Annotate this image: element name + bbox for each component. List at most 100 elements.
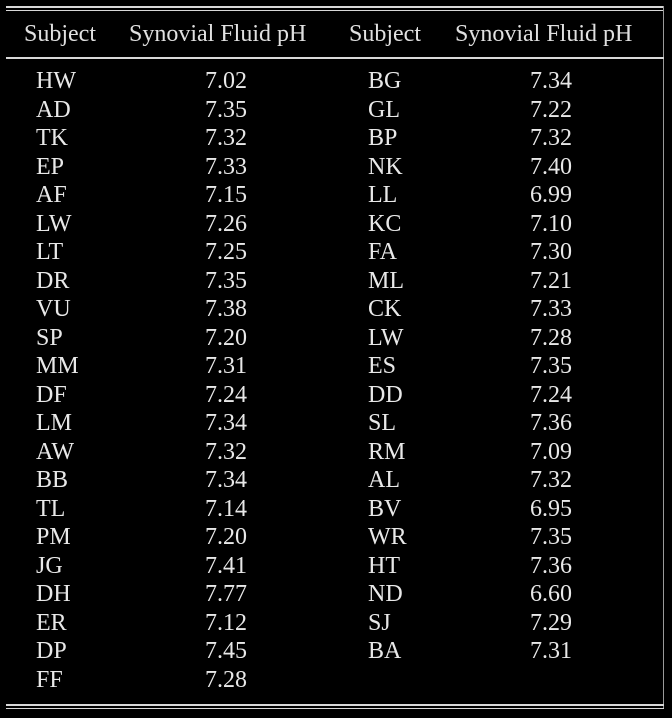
table-body: HW 7.02 BG 7.34 AD 7.35 GL 7.22 TK 7.32 BP 7.32 EP 7.… (0, 67, 672, 694)
cell-subject-left: DR (36, 267, 70, 294)
cell-subject-right: NK (368, 153, 403, 180)
cell-subject-left: DP (36, 638, 67, 664)
table-row: VU 7.38 CK 7.33 (0, 295, 672, 324)
header-rule (6, 57, 664, 59)
cell-ph-right: 7.30 (530, 239, 572, 265)
cell-ph-left: 7.20 (205, 524, 247, 550)
cell-ph-left: 7.31 (205, 353, 247, 379)
cell-ph-left: 7.34 (205, 467, 247, 493)
cell-subject-right: ES (368, 353, 397, 379)
header-ph-1: Synovial Fluid pH (129, 21, 307, 47)
cell-subject-left: HW (36, 68, 76, 94)
cell-ph-left: 7.41 (205, 552, 247, 579)
table-row: AD 7.35 GL 7.22 (0, 96, 672, 125)
cell-ph-right: 7.21 (530, 267, 572, 294)
cell-subject-left: BB (36, 467, 69, 493)
cell-ph-right: 7.29 (530, 609, 572, 636)
cell-subject-left: EP (36, 153, 65, 180)
table-row: PM 7.20 WR 7.35 (0, 523, 672, 552)
cell-subject-right: FA (368, 239, 397, 265)
cell-subject-right: BG (368, 68, 402, 94)
cell-ph-right: 7.36 (530, 552, 572, 579)
cell-subject-right: KC (368, 210, 402, 237)
bottom-rule (6, 704, 664, 706)
table-row: LM 7.34 SL 7.36 (0, 409, 672, 438)
cell-ph-right: 7.35 (530, 353, 572, 379)
table-row: AW 7.32 RM 7.09 (0, 438, 672, 467)
cell-subject-right: WR (368, 524, 407, 550)
cell-subject-right: SL (368, 410, 397, 436)
cell-ph-left: 7.26 (205, 210, 247, 237)
cell-ph-right: 6.95 (530, 495, 572, 522)
cell-ph-left: 7.20 (205, 324, 247, 351)
cell-subject-left: LW (36, 210, 72, 237)
cell-ph-right: 7.31 (530, 638, 572, 664)
cell-ph-left: 7.77 (205, 581, 247, 607)
cell-ph-left: 7.32 (205, 438, 247, 465)
cell-subject-left: MM (36, 353, 79, 379)
top-rule-thin (6, 10, 664, 11)
cell-ph-right: 7.35 (530, 524, 572, 550)
table-row: JG 7.41 HT 7.36 (0, 552, 672, 581)
table-row: DH 7.77 ND 6.60 (0, 580, 672, 609)
cell-subject-right: ND (368, 581, 403, 607)
cell-subject-right: BV (368, 495, 402, 522)
cell-subject-right: BA (368, 638, 402, 664)
table-row: LT 7.25 FA 7.30 (0, 238, 672, 267)
cell-ph-right: 7.24 (530, 381, 572, 408)
cell-ph-right: 6.99 (530, 182, 572, 208)
cell-subject-right: LL (368, 182, 398, 208)
cell-ph-left: 7.02 (205, 68, 247, 94)
cell-ph-right: 7.36 (530, 410, 572, 436)
cell-subject-right: BP (368, 125, 398, 151)
cell-subject-right: AL (368, 467, 400, 493)
cell-ph-right: 7.22 (530, 96, 572, 123)
cell-subject-left: AW (36, 438, 75, 465)
cell-subject-left: DH (36, 581, 71, 607)
cell-subject-left: AD (36, 96, 71, 123)
cell-ph-left: 7.12 (205, 609, 247, 636)
cell-ph-left: 7.35 (205, 96, 247, 123)
cell-subject-left: LT (36, 239, 64, 265)
cell-ph-right: 7.34 (530, 68, 572, 94)
cell-ph-left: 7.28 (205, 666, 247, 693)
cell-ph-right: 6.60 (530, 581, 572, 607)
table-row: TL 7.14 BV 6.95 (0, 495, 672, 524)
cell-subject-left: JG (36, 552, 63, 579)
cell-subject-left: TL (36, 495, 66, 522)
right-border (663, 6, 664, 709)
cell-subject-right: RM (368, 438, 406, 465)
cell-subject-left: TK (36, 125, 68, 151)
top-rule (6, 6, 664, 8)
cell-ph-left: 7.14 (205, 495, 247, 522)
cell-subject-right: GL (368, 96, 400, 123)
table-row: HW 7.02 BG 7.34 (0, 67, 672, 96)
cell-subject-left: LM (36, 410, 72, 436)
cell-ph-left: 7.33 (205, 153, 247, 180)
cell-subject-right: LW (368, 324, 404, 351)
table-row: MM 7.31 ES 7.35 (0, 352, 672, 381)
cell-ph-left: 7.24 (205, 381, 247, 408)
cell-subject-right: SJ (368, 609, 391, 636)
cell-subject-left: SP (36, 324, 63, 351)
cell-subject-right: ML (368, 267, 404, 294)
cell-ph-left: 7.25 (205, 239, 247, 265)
table-row: DP 7.45 BA 7.31 (0, 637, 672, 666)
cell-ph-right: 7.32 (530, 125, 572, 151)
cell-ph-right: 7.33 (530, 296, 572, 322)
cell-subject-right: DD (368, 381, 403, 408)
table-row: EP 7.33 NK 7.40 (0, 153, 672, 182)
table-row: LW 7.26 KC 7.10 (0, 210, 672, 239)
cell-subject-left: DF (36, 381, 67, 408)
cell-subject-left: VU (36, 296, 71, 322)
cell-ph-right: 7.40 (530, 153, 572, 180)
cell-ph-left: 7.15 (205, 182, 247, 208)
table-row: SP 7.20 LW 7.28 (0, 324, 672, 353)
cell-subject-right: CK (368, 296, 402, 322)
cell-ph-right: 7.32 (530, 467, 572, 493)
header-subject-1: Subject (24, 21, 96, 47)
cell-subject-left: AF (36, 182, 67, 208)
cell-ph-right: 7.10 (530, 210, 572, 237)
cell-ph-right: 7.09 (530, 438, 572, 465)
